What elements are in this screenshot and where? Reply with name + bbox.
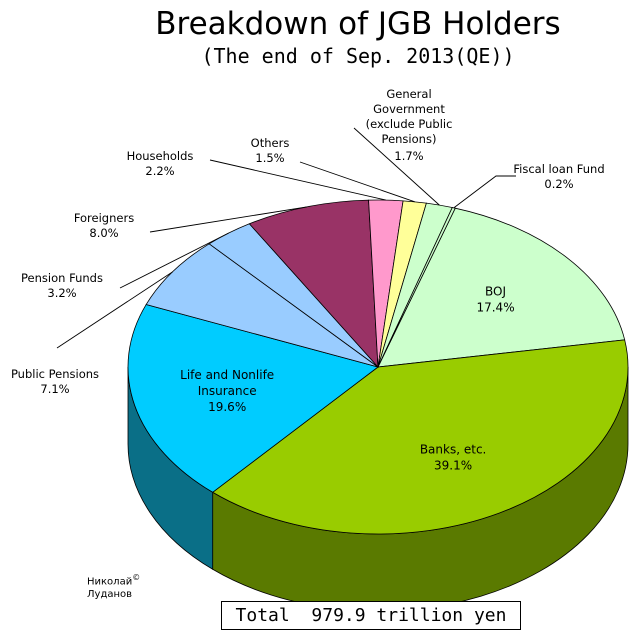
copyright-mark: © bbox=[132, 573, 141, 582]
value-pension-funds: 3.2% bbox=[47, 286, 76, 300]
chart-title: Breakdown of JGB Holders bbox=[155, 6, 560, 42]
leader-public-pensions bbox=[56, 271, 173, 349]
label-fiscal-loan-fund: Fiscal loan Fund bbox=[513, 162, 604, 176]
value-public-pensions: 7.1% bbox=[40, 382, 69, 396]
leader-general-government-exclude-public-pensions bbox=[353, 127, 440, 206]
value-general-government-exclude-public-pensions: 1.7% bbox=[394, 149, 423, 163]
label-general-government-exclude-public-pensions: Pensions) bbox=[382, 132, 437, 146]
label-others: Others bbox=[251, 136, 290, 150]
label-boj: BOJ bbox=[485, 285, 506, 299]
label-foreigners: Foreigners bbox=[74, 211, 134, 225]
author-name-first: Николай bbox=[87, 576, 133, 588]
label-general-government-exclude-public-pensions: (exclude Public bbox=[366, 117, 453, 131]
leader-others bbox=[299, 161, 415, 203]
slice-boj bbox=[377, 207, 626, 368]
leader-households bbox=[209, 159, 386, 201]
pie-labels: BOJ 17.4% Banks, etc. 39.1% Life and Nonlife… bbox=[11, 87, 605, 473]
pie-tops bbox=[127, 199, 629, 535]
total-box: Total 979.9 trillion yen bbox=[221, 601, 521, 630]
label-pension-funds: Pension Funds bbox=[21, 271, 103, 285]
slice-life-and-nonlife-insurance bbox=[127, 304, 379, 493]
leader-foreigners bbox=[149, 206, 307, 233]
leader-pension-funds bbox=[119, 232, 229, 289]
value-fiscal-loan-fund: 0.2% bbox=[544, 177, 573, 191]
label-banks-etc: Banks, etc. bbox=[420, 443, 487, 457]
author-credit: Николай© Луданов bbox=[87, 571, 140, 601]
slice-banks-etc bbox=[211, 339, 629, 535]
label-public-pensions: Public Pensions bbox=[11, 367, 99, 381]
label-life-and-nonlife-insurance: Life and Nonlife bbox=[180, 368, 274, 382]
value-foreigners: 8.0% bbox=[89, 226, 118, 240]
leader-fiscal-loan-fund bbox=[453, 175, 516, 209]
author-name-last: Луданов bbox=[87, 589, 133, 601]
value-others: 1.5% bbox=[255, 151, 284, 165]
label-general-government-exclude-public-pensions: General bbox=[386, 87, 431, 101]
slice-fiscal-loan-fund bbox=[377, 207, 456, 368]
chart-subtitle: (The end of Sep. 2013(QE)) bbox=[201, 44, 514, 68]
value-banks-etc: 39.1% bbox=[434, 459, 472, 473]
value-boj: 17.4% bbox=[476, 301, 514, 315]
label-general-government-exclude-public-pensions: Government bbox=[373, 102, 445, 116]
value-households: 2.2% bbox=[145, 164, 174, 178]
value-life-and-nonlife-insurance: 19.6% bbox=[208, 400, 246, 414]
label-households: Households bbox=[127, 149, 194, 163]
slice-public-pensions bbox=[145, 243, 379, 368]
label-life-and-nonlife-insurance: Insurance bbox=[198, 384, 257, 398]
